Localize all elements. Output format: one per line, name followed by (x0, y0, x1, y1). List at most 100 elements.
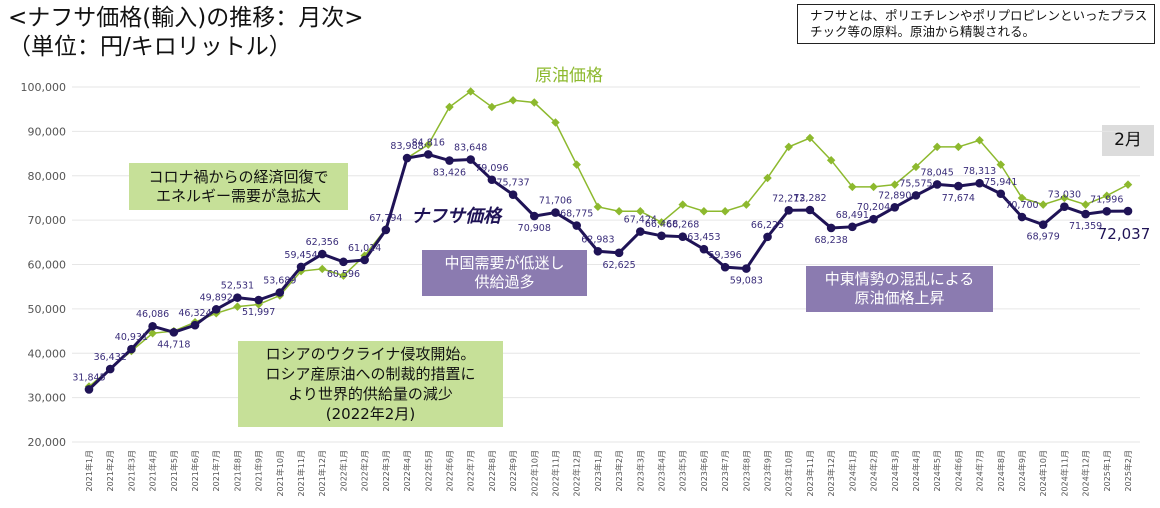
naphtha-data-label: 59,083 (730, 276, 763, 287)
naphtha-data-label: 67,424 (624, 215, 657, 226)
crude-series-label: 原油価格 (535, 66, 603, 86)
naphtha-data-label: 83,426 (433, 168, 466, 179)
crude-point (720, 207, 730, 216)
x-tick-label: 2022年6月 (444, 450, 454, 491)
x-tick-label: 2021年6月 (190, 450, 200, 491)
naphtha-data-label: 36,432 (94, 352, 127, 363)
page-title: <ナフサ価格(輸入)の推移：月次> （単位：円/キロリットル） (8, 5, 364, 60)
naphtha-point (763, 232, 772, 242)
x-tick-label: 2021年4月 (148, 450, 158, 491)
naphtha-point (339, 257, 348, 267)
corona-annotation: コロナ禍からの経済回復で エネルギー需要が急拡大 (129, 163, 348, 210)
x-tick-label: 2022年2月 (360, 450, 370, 491)
x-tick-label: 2021年7月 (211, 450, 221, 491)
x-tick-label: 2024年11月 (1059, 450, 1069, 497)
naphtha-point (423, 150, 433, 159)
naphtha-point (805, 205, 815, 215)
crude-point (148, 329, 157, 338)
naphtha-data-label: 53,689 (263, 276, 296, 287)
naphtha-point (869, 214, 878, 224)
y-tick-label: 30,000 (28, 392, 67, 405)
naphtha-point (1060, 202, 1069, 211)
naphtha-point (699, 244, 709, 254)
y-tick-label: 40,000 (28, 347, 67, 360)
mideast-annotation: 中東情勢の混乱による 原油価格上昇 (806, 266, 993, 312)
naphtha-point (678, 232, 688, 241)
naphtha-point (1102, 206, 1112, 216)
x-tick-label: 2023年2月 (614, 450, 624, 491)
naphtha-point (551, 208, 560, 217)
x-tick-label: 2023年3月 (635, 450, 645, 491)
naphtha-data-label: 60,596 (327, 269, 360, 280)
naphtha-point (614, 248, 624, 258)
naphtha-data-label: 70,908 (518, 223, 551, 234)
naphtha-data-label: 72,890 (878, 190, 911, 201)
x-tick-label: 2023年10月 (784, 450, 794, 497)
x-tick-label: 2023年1月 (593, 450, 603, 491)
naphtha-data-label: 84,816 (412, 137, 445, 148)
naphtha-point (84, 385, 94, 394)
naphtha-data-label: 44,718 (157, 339, 190, 350)
x-tick-label: 2023年6月 (699, 450, 709, 491)
y-tick-label: 90,000 (28, 125, 67, 138)
x-tick-label: 2024年1月 (847, 450, 857, 491)
y-axis-ticks: 20,000 30,000 40,000 50,000 60,000 70,000 80,0… (21, 81, 67, 449)
naphtha-data-label: 66,468 (645, 219, 678, 230)
x-tick-label: 2024年7月 (975, 450, 985, 491)
naphtha-point (890, 203, 900, 212)
naphtha-point (720, 262, 730, 272)
x-tick-label: 2021年11月 (296, 450, 306, 497)
naphtha-point (296, 262, 306, 272)
crude-point (869, 182, 878, 192)
naphtha-data-label: 59,454 (284, 250, 317, 261)
naphtha-point (636, 227, 645, 236)
naphtha-data-label: 61,014 (348, 243, 381, 254)
crude-point (954, 142, 963, 152)
naphtha-point (1123, 206, 1133, 216)
naphtha-point (402, 153, 412, 163)
naphtha-point (381, 225, 391, 235)
naphtha-data-label: 72,282 (793, 193, 826, 204)
naphtha-point (360, 255, 369, 265)
naphtha-data-label: 40,931 (115, 332, 148, 343)
naphtha-point (169, 328, 179, 337)
naphtha-data-label: 83,648 (454, 143, 487, 154)
crude-point (1081, 200, 1090, 209)
naphtha-data-label: 71,706 (539, 196, 572, 207)
x-tick-label: 2022年4月 (402, 450, 412, 491)
x-tick-label: 2023年4月 (657, 450, 667, 491)
y-tick-label: 100,000 (21, 81, 67, 94)
naphtha-point (466, 155, 475, 164)
x-tick-label: 2022年12月 (572, 450, 582, 497)
x-tick-label: 2022年5月 (423, 450, 433, 491)
naphtha-point (233, 293, 242, 302)
crude-point (699, 207, 709, 216)
naphtha-point (508, 190, 518, 199)
naphtha-point (148, 321, 157, 331)
definition-note: ナフサとは、ポリエチレンやポリプロピレンといったプラスチック等の原料。原油から精… (797, 4, 1155, 44)
x-tick-label: 2023年5月 (678, 450, 688, 491)
naphtha-data-label: 70,700 (1005, 200, 1038, 211)
naphtha-data-label: 77,674 (942, 193, 975, 204)
crude-point (466, 87, 475, 96)
naphtha-point (996, 189, 1006, 199)
ukraine-annotation: ロシアのウクライナ侵攻開始。 ロシア産原油への制裁的措置に より世界的供給量の減… (238, 341, 503, 427)
naphtha-point (211, 305, 221, 314)
naphtha-data-label: 62,356 (306, 237, 339, 248)
naphtha-series (84, 150, 1133, 394)
naphtha-point (317, 249, 327, 259)
x-tick-label: 2021年2月 (105, 450, 115, 491)
naphtha-data-label: 71,996 (1090, 194, 1123, 205)
naphtha-data-label: 68,238 (815, 235, 848, 246)
naphtha-data-label: 49,892 (200, 292, 233, 303)
naphtha-point (932, 180, 942, 189)
x-tick-label: 2024年3月 (890, 450, 900, 491)
x-tick-label: 2024年8月 (996, 450, 1006, 491)
x-tick-label: 2023年9月 (763, 450, 773, 491)
x-tick-label: 2022年11月 (550, 450, 560, 497)
naphtha-point (529, 211, 539, 221)
x-tick-label: 2022年8月 (487, 450, 497, 491)
data-labels: 31,845 36,432 40,931 46,086 44,718 46,324 49,8… (72, 137, 1123, 383)
crude-point (593, 202, 603, 212)
naphtha-data-label: 67,794 (369, 213, 402, 224)
